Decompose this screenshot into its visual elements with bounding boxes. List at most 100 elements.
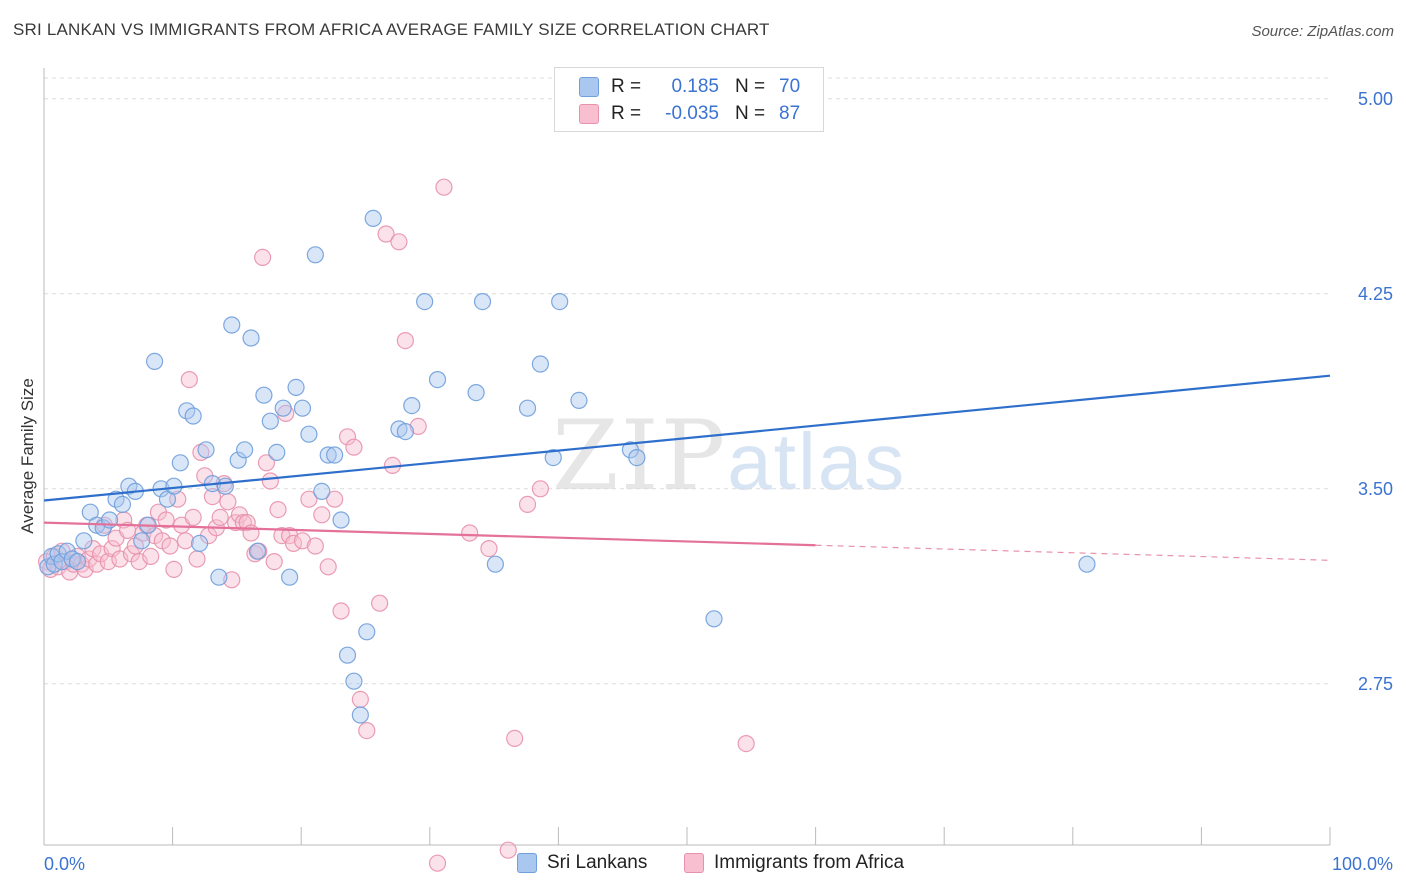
source-label: Source: ZipAtlas.com [1251,23,1394,40]
point-immigrants-africa [211,508,229,527]
legend-r-label: R = [611,76,642,97]
series-legend: Sri Lankans Immigrants from Africa [0,852,1406,878]
point-sri-lankans [210,568,228,586]
point-immigrants-africa [300,490,318,508]
point-sri-lankans [319,446,337,464]
point-immigrants-africa [261,472,279,490]
point-immigrants-africa [499,841,517,859]
point-sri-lankans [345,672,363,690]
point-sri-lankans [75,532,93,550]
point-sri-lankans [364,209,382,227]
point-sri-lankans [628,449,646,467]
series-swatch-pink [684,853,704,873]
point-immigrants-africa [293,532,312,550]
point-immigrants-africa [345,438,363,456]
point-sri-lankans [191,534,209,553]
watermark-zip: ZIP [552,400,728,512]
x-tick-label: 0.0% [44,854,85,874]
point-sri-lankans [705,610,723,628]
legend-r-value: 0.185 [671,76,719,97]
point-sri-lankans [268,443,286,461]
axes [43,68,1331,846]
trend-lines [43,374,1331,561]
legend-n-label: N = [735,76,766,97]
point-sri-lankans [274,399,292,417]
point-sri-lankans [358,623,376,641]
point-sri-lankans [287,378,305,396]
series-legend-label: Immigrants from Africa [714,852,905,873]
point-immigrants-africa [269,501,287,519]
point-immigrants-africa [390,233,408,251]
point-immigrants-africa [409,417,427,435]
point-sri-lankans [184,407,202,425]
point-sri-lankans [242,329,260,347]
trend-line-immigrants-africa-dashed [815,544,1331,561]
correlation-legend: R = 0.185 N = 70 R = -0.035 N = 87 [554,67,824,132]
trend-line-sri-lankans [43,374,1331,502]
point-immigrants-africa [265,552,283,571]
legend-r-label: R = [611,103,642,124]
legend-swatch-blue [579,77,599,97]
point-immigrants-africa [332,602,350,620]
point-sri-lankans [570,391,588,409]
point-immigrants-africa [737,734,755,753]
point-sri-lankans [313,482,331,500]
point-immigrants-africa [203,488,222,506]
point-sri-lankans [351,706,369,724]
legend-n-value: 70 [779,76,801,97]
point-immigrants-africa [142,547,160,566]
point-sri-lankans [531,355,549,373]
point-immigrants-africa [242,524,260,542]
legend-r-value: -0.035 [665,103,719,124]
point-sri-lankans [68,552,87,571]
point-sri-lankans [332,511,350,529]
point-sri-lankans [486,555,504,573]
point-immigrants-africa [319,558,337,576]
point-immigrants-africa [188,550,206,568]
x-tick-label: 100.0% [1332,854,1393,874]
point-immigrants-africa [184,508,202,527]
point-immigrants-africa [157,511,175,529]
point-sri-lankans [551,293,569,311]
point-immigrants-africa [338,428,357,446]
point-sri-lankans [165,477,183,495]
point-sri-lankans [473,293,492,311]
y-tick-label: 2.75 [1358,674,1393,694]
point-immigrants-africa [396,332,414,350]
point-immigrants-africa [281,526,299,545]
point-sri-lankans [281,568,299,586]
point-immigrants-africa [371,594,389,612]
series-legend-immigrants-africa[interactable]: Immigrants from Africa [684,852,904,874]
point-sri-lankans [229,451,247,469]
point-sri-lankans [133,532,151,550]
point-immigrants-africa [180,371,198,389]
point-sri-lankans [306,246,324,264]
point-sri-lankans [544,449,562,467]
point-sri-lankans [216,477,234,495]
point-sri-lankans [113,495,132,513]
point-sri-lankans [396,423,414,441]
point-immigrants-africa [351,690,369,709]
series-legend-sri-lankans[interactable]: Sri Lankans [517,852,647,874]
legend-n-label: N = [735,103,766,124]
point-immigrants-africa [518,495,537,513]
point-sri-lankans [428,371,447,389]
grid-lines [44,77,1330,685]
legend-row-sri-lankans: R = 0.185 N = 70 [579,74,800,100]
point-sri-lankans [145,352,164,370]
point-immigrants-africa [223,571,241,589]
point-immigrants-africa [306,537,324,555]
series-swatch-blue [517,853,537,873]
point-immigrants-africa [358,721,376,740]
tick-labels: 2.75 3.50 4.25 5.00 0.0% 100.0% [44,89,1393,874]
legend-n-value: 87 [779,103,801,124]
point-sri-lankans [467,384,485,402]
series-legend-label: Sri Lankans [547,852,648,873]
point-sri-lankans [300,425,318,443]
point-immigrants-africa [461,524,479,542]
data-points [37,178,1096,872]
point-immigrants-africa [531,480,549,498]
point-immigrants-africa [480,539,498,558]
point-immigrants-africa [506,729,524,748]
